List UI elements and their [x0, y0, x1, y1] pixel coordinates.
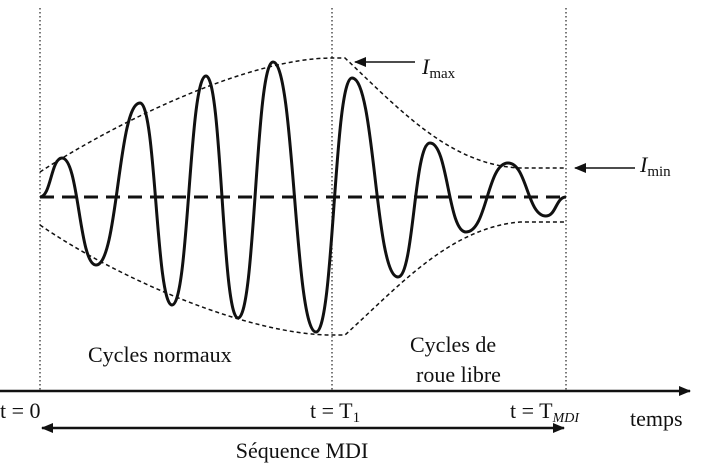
phase-dividers — [39, 8, 567, 392]
upper-envelope — [39, 57, 566, 173]
sequence-label: Séquence MDI — [236, 438, 369, 463]
phase-label: Cycles de — [410, 332, 496, 357]
time-label: t = 0 — [0, 398, 41, 423]
time-label: t = TMDI — [510, 398, 580, 426]
current-waveform — [39, 60, 567, 334]
i-max-label: Imax — [421, 54, 456, 82]
axis-label: temps — [630, 406, 683, 431]
phase-label: Cycles normaux — [88, 342, 232, 367]
time-label: t = T1 — [310, 398, 360, 426]
phase-label: roue libre — [416, 362, 501, 387]
lower-envelope — [39, 221, 566, 336]
i-min-label: Imin — [639, 152, 671, 180]
